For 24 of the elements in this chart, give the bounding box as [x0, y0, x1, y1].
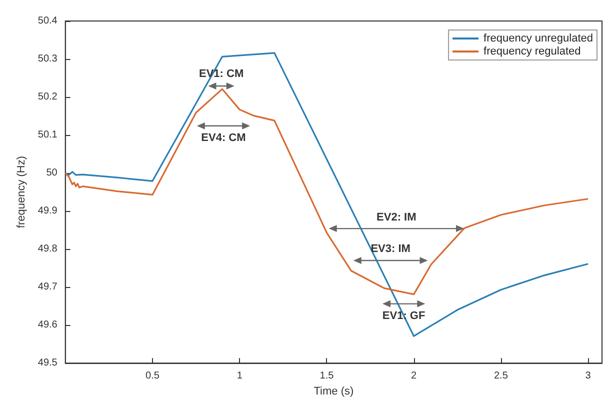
x-axis-title: Time (s) — [314, 386, 354, 398]
x-tick-label: 1 — [236, 370, 243, 382]
x-tick-label: 0.5 — [146, 370, 160, 382]
line-series — [64, 88, 589, 296]
y-tick-label: 49.8 — [38, 244, 58, 255]
y-tick-label: 49.6 — [38, 320, 58, 331]
x-tick-label: 2 — [411, 370, 418, 382]
annotation: EV3: IM — [370, 243, 410, 256]
y-axis-title: frequency (Hz) — [16, 156, 28, 228]
y-tick-label: 50.2 — [38, 92, 58, 103]
y-tick-label: 49.9 — [38, 206, 58, 217]
y-tick-label: 50.3 — [38, 54, 58, 65]
legend-label: frequency unregulated — [484, 32, 593, 44]
y-tick-label: 50.1 — [38, 130, 58, 141]
x-tick-label: 1.5 — [320, 370, 334, 382]
annotation: EV2: IM — [376, 212, 416, 224]
y-tick-label: 50.4 — [38, 16, 58, 26]
y-tick-label: 50 — [46, 168, 58, 179]
legend-label: frequency regulated — [484, 46, 581, 58]
x-tick-label: 3 — [585, 370, 592, 382]
annotation: EV4: CM — [201, 132, 246, 144]
x-tick-label: 2.5 — [494, 370, 508, 382]
y-tick-label: 49.5 — [38, 358, 58, 369]
y-tick-label: 49.7 — [38, 282, 58, 293]
